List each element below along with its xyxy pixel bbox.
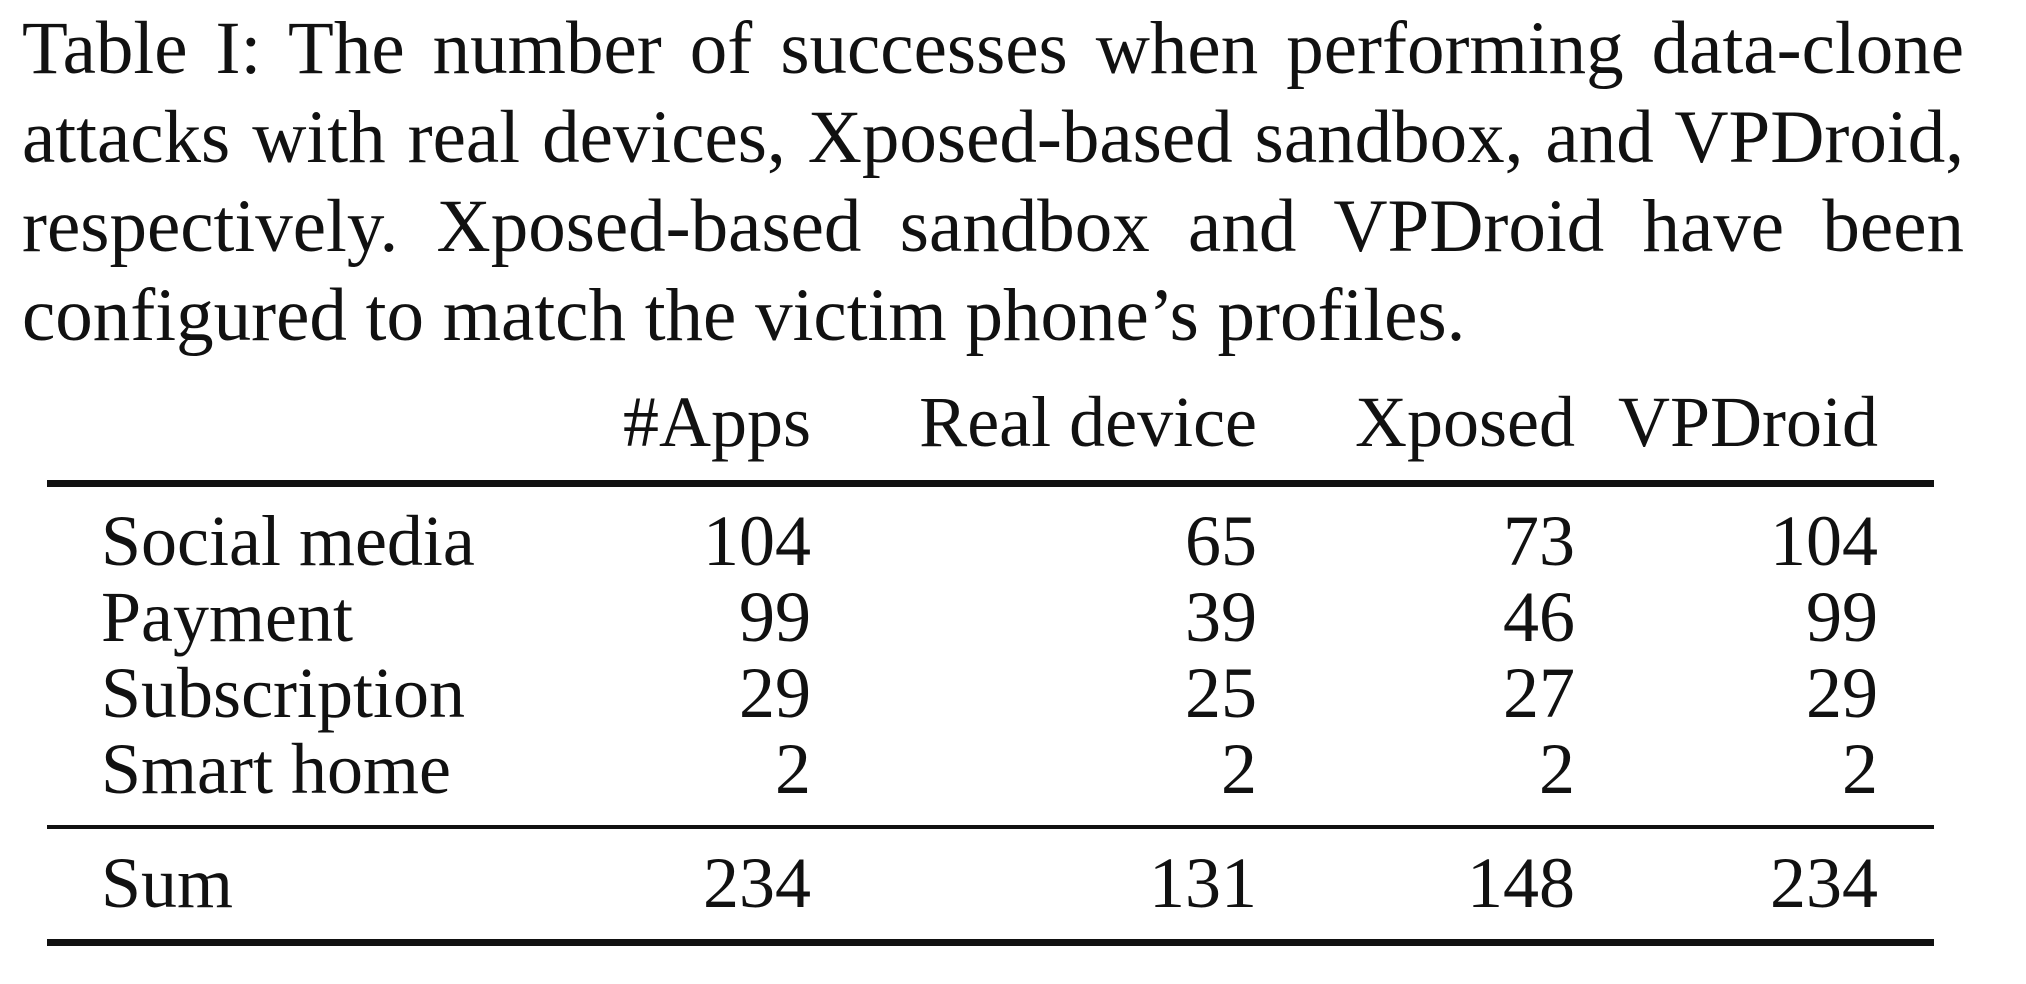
table-sum-row: Sum 234 131 148 234: [47, 827, 1934, 943]
cell-vpdroid: 104: [1770, 501, 1878, 581]
cell-apps: 2: [775, 729, 811, 809]
cell-apps: 104: [703, 501, 811, 581]
cell-apps: 99: [739, 577, 811, 657]
table-row: Subscription 29 25 27 29: [47, 655, 1934, 731]
header-empty: [47, 384, 477, 484]
table-row: Smart home 2 2 2 2: [47, 731, 1934, 827]
cell-xposed: 73: [1503, 501, 1575, 581]
header-xposed: Xposed: [1355, 382, 1575, 462]
cell-real-device: 39: [1185, 577, 1257, 657]
sum-xposed: 148: [1467, 843, 1575, 923]
cell-real-device: 65: [1185, 501, 1257, 581]
table-row: Social media 104 65 73 104: [47, 484, 1934, 580]
header-vpdroid: VPDroid: [1617, 382, 1878, 462]
sum-label: Sum: [101, 843, 234, 923]
cell-real-device: 2: [1221, 729, 1257, 809]
sum-real-device: 131: [1149, 843, 1257, 923]
table-header-row: #Apps Real device Xposed VPDroid: [47, 384, 1934, 484]
header-apps: #Apps: [622, 382, 811, 462]
sum-apps: 234: [703, 843, 811, 923]
table-caption: Table I: The number of successes when pe…: [22, 7, 1964, 357]
row-category: Social media: [101, 501, 475, 581]
cell-vpdroid: 99: [1806, 577, 1878, 657]
cell-real-device: 25: [1185, 653, 1257, 733]
results-table-container: #Apps Real device Xposed VPDroid Social …: [47, 384, 1934, 946]
row-category: Smart home: [101, 729, 451, 809]
cell-xposed: 2: [1539, 729, 1575, 809]
row-category: Payment: [101, 577, 353, 657]
cell-vpdroid: 2: [1842, 729, 1878, 809]
table-row: Payment 99 39 46 99: [47, 579, 1934, 655]
results-table: #Apps Real device Xposed VPDroid Social …: [47, 384, 1934, 946]
cell-vpdroid: 29: [1806, 653, 1878, 733]
cell-xposed: 27: [1503, 653, 1575, 733]
header-real-device: Real device: [919, 382, 1257, 462]
cell-xposed: 46: [1503, 577, 1575, 657]
sum-vpdroid: 234: [1770, 843, 1878, 923]
cell-apps: 29: [739, 653, 811, 733]
row-category: Subscription: [101, 653, 466, 733]
